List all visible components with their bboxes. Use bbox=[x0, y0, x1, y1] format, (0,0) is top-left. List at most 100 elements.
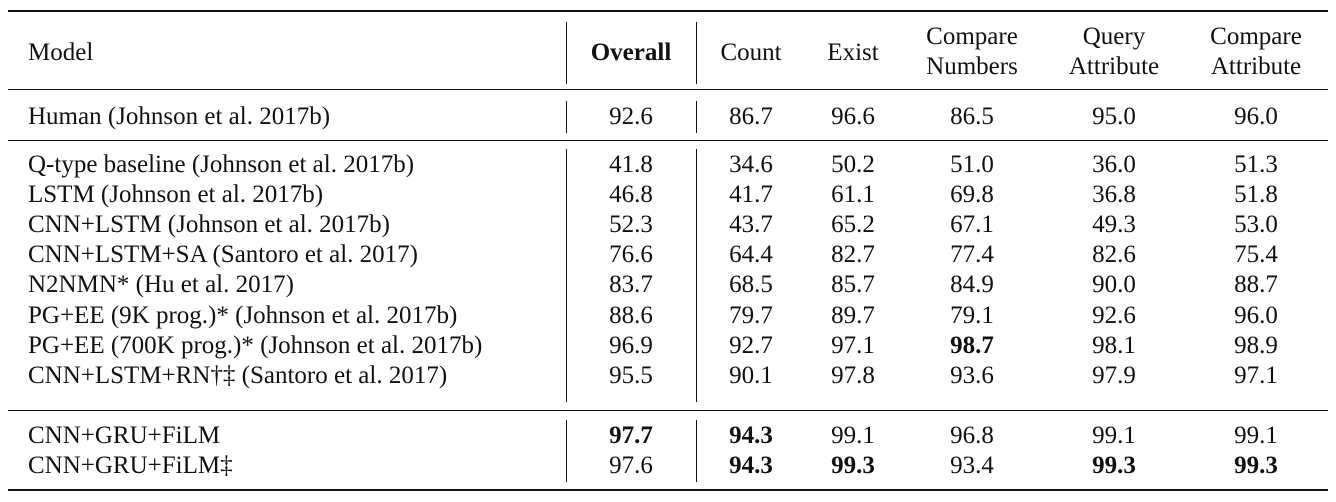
human-bottom-rule bbox=[8, 140, 1328, 141]
row-query-attribute-value: 36.0 bbox=[1092, 151, 1136, 178]
row-overall-value: 92.6 bbox=[609, 103, 653, 130]
header-compare-attribute: Compare Attribute bbox=[1210, 22, 1302, 82]
row-count-value: 79.7 bbox=[729, 302, 773, 329]
header-query-attribute: Query Attribute bbox=[1069, 22, 1159, 82]
row-compare-numbers-value: 69.8 bbox=[950, 181, 994, 208]
row-model-name: N2NMN* (Hu et al. 2017) bbox=[28, 271, 294, 298]
row-query-attribute-value: 92.6 bbox=[1092, 302, 1136, 329]
row-compare-numbers-value: 96.8 bbox=[950, 422, 994, 449]
row-exist-value: 96.6 bbox=[831, 103, 875, 130]
header-compare-numbers-line1: Compare bbox=[926, 23, 1018, 50]
row-query-attribute-value: 49.3 bbox=[1092, 211, 1136, 238]
row-compare-attribute-value: 98.9 bbox=[1234, 332, 1278, 359]
row-query-attribute-value: 95.0 bbox=[1092, 103, 1136, 130]
header-overall: Overall bbox=[590, 39, 672, 66]
row-compare-numbers-value: 67.1 bbox=[950, 211, 994, 238]
row-compare-attribute-value: 96.0 bbox=[1234, 302, 1278, 329]
row-exist-value: 89.7 bbox=[831, 302, 875, 329]
row-exist-value: 65.2 bbox=[831, 211, 875, 238]
header-compare-attribute-line1: Compare bbox=[1210, 23, 1302, 50]
row-query-attribute-value: 99.1 bbox=[1092, 422, 1136, 449]
row-count-value: 41.7 bbox=[729, 181, 773, 208]
row-overall-value: 96.9 bbox=[609, 332, 653, 359]
row-count-value: 94.3 bbox=[729, 452, 773, 479]
row-compare-attribute-value: 51.3 bbox=[1234, 151, 1278, 178]
row-count-value: 92.7 bbox=[729, 332, 773, 359]
column-separator bbox=[566, 101, 568, 133]
row-count-value: 64.4 bbox=[729, 241, 773, 268]
row-query-attribute-value: 97.9 bbox=[1092, 362, 1136, 389]
column-separator bbox=[566, 420, 568, 482]
row-compare-attribute-value: 99.3 bbox=[1234, 452, 1278, 479]
row-exist-value: 85.7 bbox=[831, 271, 875, 298]
header-query-attribute-line2: Attribute bbox=[1068, 53, 1160, 80]
row-compare-attribute-value: 75.4 bbox=[1234, 241, 1278, 268]
column-separator bbox=[566, 22, 568, 84]
baselines-bottom-rule bbox=[8, 410, 1328, 411]
row-compare-numbers-value: 86.5 bbox=[950, 103, 994, 130]
row-model-name: CNN+GRU+FiLM bbox=[28, 422, 221, 449]
header-model: Model bbox=[28, 39, 94, 66]
row-compare-attribute-value: 51.8 bbox=[1234, 181, 1278, 208]
row-count-value: 34.6 bbox=[729, 151, 773, 178]
row-compare-attribute-value: 88.7 bbox=[1234, 271, 1278, 298]
header-compare-numbers-line2: Numbers bbox=[926, 53, 1018, 80]
row-query-attribute-value: 90.0 bbox=[1092, 271, 1136, 298]
row-query-attribute-value: 99.3 bbox=[1092, 452, 1136, 479]
table-top-rule bbox=[8, 10, 1328, 12]
row-query-attribute-value: 98.1 bbox=[1092, 332, 1136, 359]
row-overall-value: 88.6 bbox=[609, 302, 653, 329]
table-bottom-rule bbox=[8, 489, 1328, 491]
row-overall-value: 41.8 bbox=[609, 151, 653, 178]
row-query-attribute-value: 36.8 bbox=[1092, 181, 1136, 208]
row-model-name: Q-type baseline (Johnson et al. 2017b) bbox=[28, 151, 415, 178]
row-count-value: 43.7 bbox=[729, 211, 773, 238]
column-separator bbox=[696, 420, 698, 482]
column-separator bbox=[696, 149, 698, 402]
row-exist-value: 99.3 bbox=[831, 452, 875, 479]
row-overall-value: 52.3 bbox=[609, 211, 653, 238]
row-exist-value: 99.1 bbox=[831, 422, 875, 449]
row-exist-value: 97.8 bbox=[831, 362, 875, 389]
row-overall-value: 76.6 bbox=[609, 241, 653, 268]
header-compare-numbers: Compare Numbers bbox=[926, 22, 1018, 82]
row-overall-value: 83.7 bbox=[609, 271, 653, 298]
row-compare-numbers-value: 93.6 bbox=[950, 362, 994, 389]
row-compare-numbers-value: 98.7 bbox=[950, 332, 994, 359]
row-count-value: 68.5 bbox=[729, 271, 773, 298]
header-query-attribute-line1: Query bbox=[1082, 23, 1146, 50]
row-compare-attribute-value: 96.0 bbox=[1234, 103, 1278, 130]
header-exist: Exist bbox=[827, 39, 879, 66]
row-model-name: PG+EE (700K prog.)* (Johnson et al. 2017… bbox=[28, 332, 483, 359]
header-bottom-rule bbox=[8, 89, 1328, 90]
row-compare-numbers-value: 93.4 bbox=[950, 452, 994, 479]
row-model-name: PG+EE (9K prog.)* (Johnson et al. 2017b) bbox=[28, 302, 458, 329]
row-count-value: 86.7 bbox=[729, 103, 773, 130]
row-count-value: 94.3 bbox=[729, 422, 773, 449]
row-count-value: 90.1 bbox=[729, 362, 773, 389]
header-compare-attribute-line2: Attribute bbox=[1210, 53, 1302, 80]
row-compare-numbers-value: 84.9 bbox=[950, 271, 994, 298]
row-overall-value: 46.8 bbox=[609, 181, 653, 208]
column-separator bbox=[696, 101, 698, 133]
row-compare-numbers-value: 77.4 bbox=[950, 241, 994, 268]
row-model-name: CNN+LSTM (Johnson et al. 2017b) bbox=[28, 211, 390, 238]
row-query-attribute-value: 82.6 bbox=[1092, 241, 1136, 268]
row-exist-value: 97.1 bbox=[831, 332, 875, 359]
row-model-name: LSTM (Johnson et al. 2017b) bbox=[28, 181, 324, 208]
column-separator bbox=[566, 149, 568, 402]
row-overall-value: 97.7 bbox=[609, 422, 653, 449]
row-exist-value: 50.2 bbox=[831, 151, 875, 178]
row-exist-value: 82.7 bbox=[831, 241, 875, 268]
row-compare-attribute-value: 53.0 bbox=[1234, 211, 1278, 238]
row-compare-attribute-value: 99.1 bbox=[1234, 422, 1278, 449]
row-exist-value: 61.1 bbox=[831, 181, 875, 208]
row-overall-value: 97.6 bbox=[609, 452, 653, 479]
row-compare-attribute-value: 97.1 bbox=[1234, 362, 1278, 389]
row-model-name: CNN+GRU+FiLM‡ bbox=[28, 452, 233, 479]
row-overall-value: 95.5 bbox=[609, 362, 653, 389]
row-compare-numbers-value: 79.1 bbox=[950, 302, 994, 329]
header-count: Count bbox=[720, 39, 782, 66]
row-model-name: Human (Johnson et al. 2017b) bbox=[28, 103, 331, 130]
row-model-name: CNN+LSTM+RN†‡ (Santoro et al. 2017) bbox=[28, 362, 448, 389]
